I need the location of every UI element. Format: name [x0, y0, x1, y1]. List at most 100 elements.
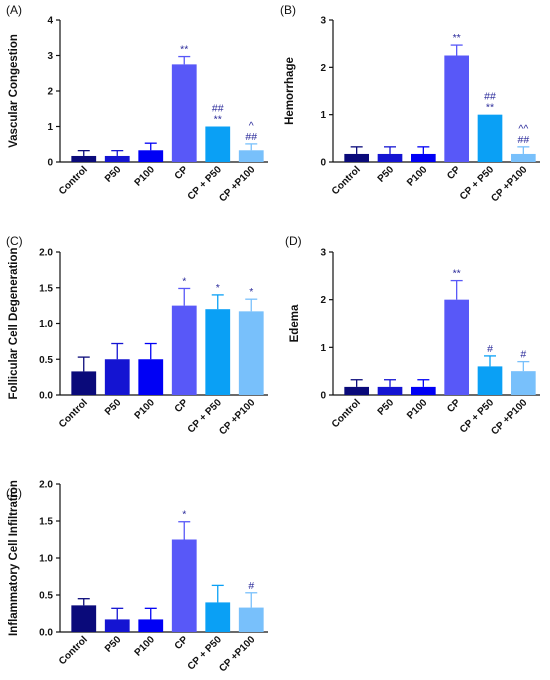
- y-tick-label: 2.0: [39, 480, 53, 491]
- y-tick-label: 1.0: [39, 554, 53, 565]
- bar-p100: [411, 153, 436, 162]
- y-tick-label: 2.0: [39, 248, 53, 259]
- bar-p100: [138, 359, 164, 395]
- bar-p50: [377, 386, 403, 395]
- bar-p50: [104, 359, 130, 395]
- bar-cp: [444, 299, 469, 395]
- significance-marker: **: [214, 114, 222, 126]
- y-tick-label: 1.0: [39, 319, 53, 330]
- y-axis-label: Edema: [289, 304, 301, 342]
- x-category-label: Control: [330, 164, 363, 197]
- x-category-label: CP: [445, 164, 463, 182]
- y-tick-label: 1.5: [39, 283, 53, 294]
- significance-marker: ##: [245, 131, 257, 143]
- x-category-label: CP: [173, 634, 191, 652]
- bar-p100: [411, 386, 436, 395]
- x-category-label: CP +P100: [217, 397, 257, 437]
- significance-marker: ^^: [518, 123, 528, 135]
- panel-label: (B): [280, 3, 296, 17]
- significance-marker: *: [182, 509, 186, 521]
- x-category-label: P100: [133, 397, 158, 422]
- significance-marker: **: [453, 268, 461, 280]
- x-category-label: CP +P100: [217, 634, 257, 674]
- bar-cp-p100: [238, 607, 264, 632]
- x-category-label: Control: [57, 397, 90, 430]
- significance-marker: #: [520, 349, 526, 361]
- bar-cp-p50: [477, 114, 503, 162]
- significance-marker: #: [487, 343, 493, 355]
- y-tick-label: 2: [320, 63, 326, 74]
- significance-marker: ^: [249, 120, 254, 132]
- panel-label: (D): [285, 234, 302, 248]
- x-category-label: P100: [133, 634, 158, 659]
- y-axis-label: Vascular Congestion: [8, 34, 20, 148]
- bar-p50: [377, 153, 403, 162]
- x-category-label: P50: [103, 634, 124, 655]
- x-category-label: P100: [405, 164, 430, 189]
- significance-marker: **: [453, 32, 461, 44]
- y-tick-label: 0.5: [39, 355, 53, 366]
- x-category-label: P100: [133, 164, 158, 189]
- significance-marker: *: [216, 282, 220, 294]
- x-category-label: P50: [376, 397, 397, 418]
- y-tick-label: 3: [47, 51, 53, 62]
- significance-marker: *: [182, 275, 186, 287]
- y-tick-label: 3: [320, 16, 326, 27]
- y-tick-label: 3: [320, 248, 326, 259]
- bar-p100: [138, 619, 164, 632]
- bar-control: [71, 605, 97, 632]
- bar-cp-p50: [205, 602, 231, 632]
- y-axis-label: Follicular Cell Degeneration: [8, 247, 20, 399]
- bar-cp-p100: [511, 371, 536, 395]
- x-category-label: CP +P100: [489, 397, 529, 437]
- significance-marker: ##: [484, 91, 496, 103]
- x-category-label: Control: [57, 164, 90, 197]
- y-axis-label: Inflammatory Cell Infiltration: [8, 480, 20, 636]
- x-category-label: CP +P100: [489, 164, 529, 204]
- y-tick-label: 2: [47, 87, 53, 98]
- x-category-label: CP: [173, 397, 191, 415]
- significance-marker: *: [249, 286, 253, 298]
- chart-panel-2: (C)Follicular Cell Degeneration 0.0 0.5 1.0…: [6, 234, 268, 437]
- bar-control: [344, 153, 369, 162]
- bar-p100: [138, 150, 164, 162]
- y-tick-label: 0.5: [39, 591, 53, 602]
- bar-cp: [171, 305, 197, 395]
- bar-p50: [104, 619, 130, 632]
- y-axis-label: Hemorrhage: [284, 57, 296, 125]
- y-tick-label: 0.0: [39, 628, 53, 639]
- bar-cp-p100: [238, 311, 264, 395]
- bar-control: [71, 155, 97, 162]
- y-tick-label: 1: [320, 343, 326, 354]
- y-tick-label: 4: [47, 16, 53, 27]
- significance-marker: #: [248, 580, 254, 592]
- y-tick-label: 2: [320, 295, 326, 306]
- panel-label: (C): [6, 234, 23, 248]
- y-tick-label: 1.5: [39, 517, 53, 528]
- bar-cp-p100: [238, 150, 264, 162]
- chart-panel-0: (A) Vascular Congestion 0 1 2 3 4 Control P50 P10…: [6, 3, 268, 204]
- bar-control: [71, 371, 97, 395]
- bar-cp: [171, 64, 197, 162]
- y-tick-label: 0: [320, 391, 326, 402]
- x-category-label: CP: [445, 397, 463, 415]
- panel-label: (E): [6, 486, 22, 500]
- x-category-label: P50: [376, 164, 397, 185]
- bar-cp: [444, 55, 469, 162]
- y-tick-label: 1: [47, 122, 53, 133]
- x-category-label: P50: [103, 397, 124, 418]
- x-category-label: P100: [405, 397, 430, 422]
- bar-cp: [171, 539, 197, 632]
- x-category-label: Control: [330, 397, 363, 430]
- significance-marker: **: [180, 44, 188, 56]
- significance-marker: ##: [517, 134, 529, 146]
- bar-cp-p50: [477, 366, 503, 395]
- bar-control: [344, 386, 369, 395]
- y-tick-label: 0: [320, 158, 326, 169]
- panel-label: (A): [6, 3, 22, 17]
- y-tick-label: 0.0: [39, 391, 53, 402]
- bar-cp-p50: [205, 309, 231, 395]
